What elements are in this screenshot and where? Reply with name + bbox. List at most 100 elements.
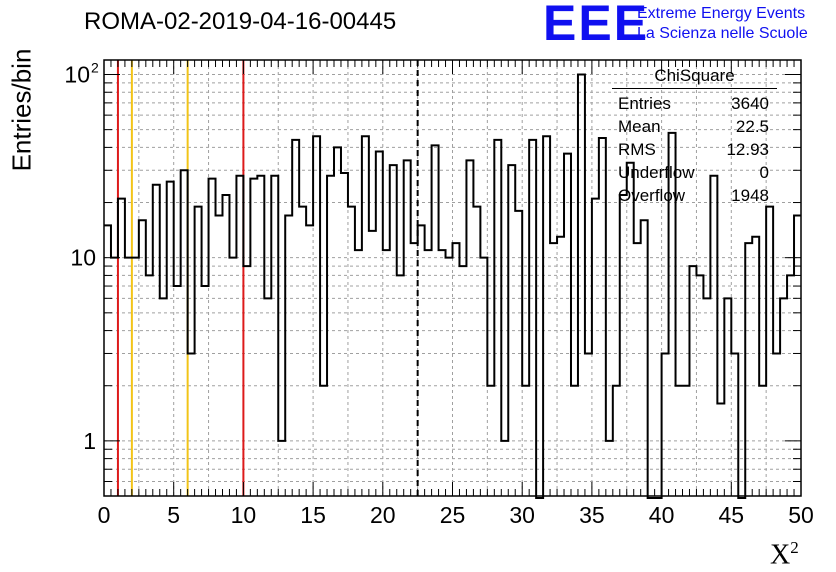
y-tick-label: 10 xyxy=(70,245,96,271)
stats-value: 3640 xyxy=(731,94,769,113)
histogram-bin xyxy=(773,353,780,496)
y-tick-label: 1 xyxy=(83,428,96,454)
histogram-bin xyxy=(439,250,446,496)
histogram-bin xyxy=(139,220,146,496)
histogram-bin xyxy=(689,266,696,496)
stats-label: Overflow xyxy=(618,186,686,205)
histogram-bin xyxy=(160,298,167,496)
x-tick-label: 0 xyxy=(98,502,111,528)
histogram-bin xyxy=(529,140,536,496)
histogram-bin xyxy=(432,145,439,496)
histogram-bin xyxy=(578,75,585,496)
histogram-bin xyxy=(292,140,299,496)
stats-label: Underflow xyxy=(618,163,695,182)
histogram-bin xyxy=(710,176,717,496)
histogram-bin xyxy=(543,136,550,496)
histogram-bin xyxy=(125,258,132,496)
histogram-bin xyxy=(404,160,411,496)
histogram-bin xyxy=(250,179,257,496)
histogram-bin xyxy=(480,258,487,496)
stats-label: Entries xyxy=(618,94,671,113)
histogram-bin xyxy=(236,176,243,496)
stats-row-rms: RMS 12.93 xyxy=(612,138,777,161)
stats-box: ChiSquare Entries 3640 Mean 22.5 RMS 12.93 … xyxy=(612,66,777,207)
histogram-bin xyxy=(453,243,460,496)
histogram-bin xyxy=(703,298,710,496)
histogram-bin xyxy=(202,286,209,496)
histogram-bin xyxy=(111,258,118,496)
stats-box-title: ChiSquare xyxy=(612,66,777,89)
stats-row-mean: Mean 22.5 xyxy=(612,115,777,138)
stats-value: 12.93 xyxy=(726,140,769,159)
histogram-bin xyxy=(271,176,278,496)
histogram-bin xyxy=(599,138,606,496)
histogram-bin xyxy=(341,173,348,496)
histogram-bin xyxy=(334,147,341,496)
histogram-bin xyxy=(627,163,634,496)
x-tick-label: 45 xyxy=(719,502,745,528)
x-axis-label-base: X xyxy=(770,539,791,571)
histogram-bin xyxy=(383,250,390,496)
x-tick-label: 30 xyxy=(509,502,535,528)
histogram-bin xyxy=(473,207,480,496)
stats-label: Mean xyxy=(618,117,661,136)
x-tick-label: 15 xyxy=(300,502,326,528)
histogram-bin xyxy=(174,286,181,496)
histogram-bin xyxy=(264,298,271,496)
histogram-bin xyxy=(592,199,599,496)
histogram-bin xyxy=(313,136,320,496)
y-tick-label: 10 xyxy=(64,62,90,88)
x-tick-label: 40 xyxy=(649,502,675,528)
x-tick-label: 10 xyxy=(231,502,257,528)
y-axis-label: Entries/bin xyxy=(6,48,37,172)
histogram-bin xyxy=(181,170,188,496)
x-tick-label: 35 xyxy=(579,502,605,528)
histogram-bin xyxy=(620,195,627,496)
histogram-bin xyxy=(745,243,752,496)
stats-value: 1948 xyxy=(731,186,769,205)
stats-row-overflow: Overflow 1948 xyxy=(612,184,777,207)
stats-row-underflow: Underflow 0 xyxy=(612,161,777,184)
histogram-bin xyxy=(362,136,369,496)
eee-logo: EEE xyxy=(543,0,650,51)
chart-title: ROMA-02-2019-04-16-00445 xyxy=(84,8,397,35)
x-tick-label: 50 xyxy=(788,502,814,528)
histogram-bin xyxy=(222,195,229,496)
histogram-bin xyxy=(641,220,648,496)
stats-row-entries: Entries 3640 xyxy=(612,92,777,115)
histogram-bin xyxy=(327,176,334,496)
histogram-bin xyxy=(243,266,250,496)
histogram-bin xyxy=(257,176,264,496)
histogram-bin xyxy=(766,207,773,496)
histogram-bin xyxy=(425,250,432,496)
histogram-bin xyxy=(634,243,641,496)
histogram-bin xyxy=(662,353,669,496)
histogram-bin xyxy=(376,151,383,496)
histogram-bin xyxy=(494,140,501,496)
histogram-bin xyxy=(731,353,738,496)
histogram-bin xyxy=(446,258,453,496)
histogram-bin xyxy=(550,243,557,496)
x-axis-label: X2 xyxy=(770,538,799,571)
y-tick-label-exponent: 2 xyxy=(91,60,99,76)
histogram-bin xyxy=(585,353,592,496)
histogram-bin xyxy=(466,160,473,496)
histogram-bin xyxy=(195,207,202,496)
histogram-bin xyxy=(564,154,571,496)
histogram-bin xyxy=(188,353,195,496)
histogram-bin xyxy=(724,298,731,496)
histogram-bin xyxy=(355,250,362,496)
histogram-bin xyxy=(411,243,418,496)
stats-value: 22.5 xyxy=(735,117,769,136)
histogram-bin xyxy=(299,207,306,496)
histogram-bin xyxy=(132,258,139,496)
histogram-bin xyxy=(229,258,236,496)
stats-value: 0 xyxy=(759,163,769,182)
histogram-bin xyxy=(780,298,787,496)
x-axis-label-superscript: 2 xyxy=(790,538,799,557)
x-tick-label: 25 xyxy=(440,502,466,528)
histogram-bin xyxy=(459,266,466,496)
histogram-outline xyxy=(104,73,801,499)
histogram-bin xyxy=(209,179,216,496)
